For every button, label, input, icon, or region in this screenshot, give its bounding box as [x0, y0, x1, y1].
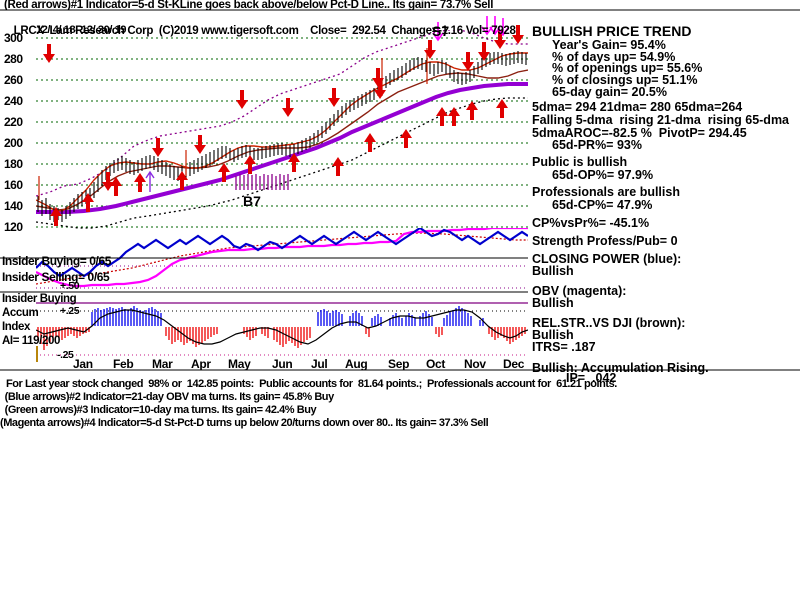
close-value: 292.54	[352, 24, 386, 37]
insider-buying-label: Insider Buying= 0/65	[2, 254, 112, 268]
month-label-jun: Jun	[272, 357, 293, 371]
obv-title: OBV (magenta):	[532, 284, 627, 298]
accum-tick-plus-25: +.25	[60, 305, 80, 317]
accum-title-line1: Insider Buying	[2, 293, 77, 305]
dma-values: 5dma= 294 21dma= 280 65dma=264	[532, 100, 743, 114]
price-spikes	[38, 48, 428, 200]
price-tick-120: 120	[4, 220, 23, 234]
price-tick-240: 240	[4, 94, 23, 108]
price-tick-200: 200	[4, 136, 23, 150]
month-label-jan: Jan	[73, 357, 93, 371]
violet-up-arrow	[145, 170, 155, 192]
red-up-arrow	[50, 99, 508, 226]
accum-title-line2: Accum	[2, 307, 39, 319]
red-signal-arrows	[43, 25, 524, 226]
s7-sell-label: S7	[432, 23, 450, 39]
public-sentiment: Public is bullish	[532, 155, 628, 169]
dma-trend: Falling 5-dma rising 21-dma rising 65-dm…	[532, 113, 790, 127]
accumulation-status: Bullish: Accumulation Rising.	[532, 361, 709, 375]
month-label-may: May	[228, 357, 251, 371]
month-label-sep: Sep	[388, 357, 410, 371]
indicator-1-header: (Red arrows)#1 Indicator=5-d St-KLine go…	[4, 0, 494, 11]
cp-vs-pr: CP%vsPr%= -45.1%	[532, 216, 650, 230]
date-range: 12/ 4/ 18- 12/ 30/ 19	[36, 24, 127, 36]
month-label-apr: Apr	[191, 357, 211, 371]
professionals-sentiment: Professionals are bullish	[532, 185, 680, 199]
accum-positive-bars	[91, 306, 484, 326]
close-label: Close=	[310, 24, 347, 37]
indicator-3-footer: (Green arrows)#3 Indicator=10-day ma tur…	[2, 404, 317, 416]
percent-days-up: % of days up= 54.9%	[552, 50, 676, 64]
month-label-nov: Nov	[464, 357, 486, 371]
insider-selling-label: Insider Selling= 0/65	[2, 270, 110, 284]
percent-closings-up: % of closings up= 51.1%	[552, 73, 698, 87]
change-label: Change=	[391, 24, 439, 37]
red-down-arrow	[43, 25, 524, 191]
accum-index-line	[36, 309, 528, 345]
price-tick-160: 160	[4, 178, 23, 192]
accum-title-line3: Index	[2, 321, 31, 333]
relstr-title: REL.STR..VS DJI (brown):	[532, 316, 686, 330]
footer-summary: For Last year stock changed 98% or 142.8…	[6, 378, 617, 390]
ticker-symbol: LRCX	[13, 24, 44, 37]
price-tick-260: 260	[4, 73, 23, 87]
price-tick-140: 140	[4, 199, 23, 213]
month-label-jul: Jul	[311, 357, 328, 371]
upper-band	[36, 30, 528, 197]
accum-tick-minus-25: -.25	[57, 349, 74, 361]
relstr-value: Bullish	[532, 328, 574, 342]
years-gain: Year's Gain= 95.4%	[552, 38, 666, 52]
quote-line: LRCX Lam Research Corp (C)2019 www.tiger…	[2, 14, 516, 49]
copyright-notice: (C)2019 www.tigersoft.com	[158, 24, 299, 37]
price-tick-300: 300	[4, 31, 23, 45]
panel-dividers	[0, 9, 800, 371]
month-label-aug: Aug	[345, 357, 368, 371]
change-value: -1.16	[438, 24, 463, 37]
company-name: Lam Research Corp	[49, 24, 154, 37]
closing-power-line	[36, 228, 528, 278]
price-tick-220: 220	[4, 115, 23, 129]
dma-aroc-pivot: 5dmaAROC=-82.5 % PivotP= 294.45	[532, 126, 747, 140]
volume-label: Vol=	[465, 24, 489, 37]
magenta-signal-arrows	[432, 16, 509, 42]
price-tick-180: 180	[4, 157, 23, 171]
cp-65-day: 65d-CP%= 47.9%	[552, 198, 653, 212]
month-label-mar: Mar	[152, 357, 173, 371]
month-label-dec: Dec	[503, 357, 525, 371]
trend-title: BULLISH PRICE TREND	[532, 23, 692, 39]
accum-negative-bars	[37, 327, 526, 350]
accum-ai-value: AI= 119/200	[2, 335, 60, 347]
pr-65-day: 65d-PR%= 93%	[552, 138, 642, 152]
closing-power-title: CLOSING POWER (blue):	[532, 252, 682, 266]
ma-21-line	[36, 69, 528, 211]
volume-value: 7928	[491, 24, 516, 37]
ip-value: IP= .042	[566, 371, 617, 385]
itrs-value: ITRS= .187	[532, 340, 596, 354]
month-label-feb: Feb	[113, 357, 134, 371]
indicator-2-footer: (Blue arrows)#2 Indicator=21-day OBV ma …	[2, 391, 335, 403]
strength-profess-pub: Strength Profess/Pub= 0	[532, 234, 678, 248]
month-label-oct: Oct	[426, 357, 446, 371]
percent-openings-up: % of openings up= 55.6%	[552, 61, 703, 75]
gain-65-day: 65-day gain= 20.5%	[552, 85, 667, 99]
price-bars	[37, 51, 527, 222]
op-65-day: 65d-OP%= 97.9%	[552, 168, 654, 182]
indicator-4-footer: (Magenta arrows)#4 Indicator=5-d St-Pct-…	[0, 417, 489, 429]
b7-accumulation-bars	[235, 174, 289, 190]
obv-value: Bullish	[532, 296, 574, 310]
accum-tick-plus-50: +.50	[60, 280, 80, 292]
b7-buy-label: B7	[243, 193, 261, 209]
price-gridlines	[36, 37, 528, 228]
price-tick-280: 280	[4, 52, 23, 66]
closing-power-value: Bullish	[532, 264, 574, 278]
